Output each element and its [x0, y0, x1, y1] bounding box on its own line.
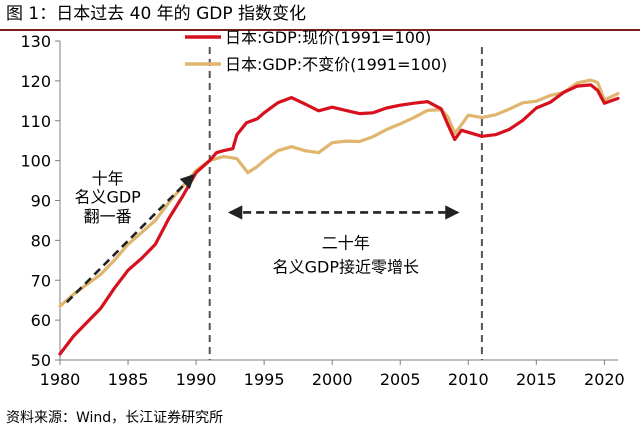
annotation-text: 二十年 [322, 233, 370, 252]
x-tick-label: 1990 [176, 370, 217, 389]
x-tick-label: 1980 [40, 370, 81, 389]
y-tick-label: 90 [31, 192, 51, 211]
legend-label: 日本:GDP:不变价(1991=100) [225, 55, 447, 74]
x-tick-label: 2010 [448, 370, 489, 389]
legend-label: 日本:GDP:现价(1991=100) [225, 28, 431, 47]
x-tick-label: 2005 [380, 370, 421, 389]
figure-title: 图 1：日本过去 40 年的 GDP 指数变化 [6, 4, 306, 24]
series-line [58, 83, 620, 356]
annotation-text: 翻一番 [84, 207, 132, 226]
x-tick-label: 2000 [312, 370, 353, 389]
x-tick-label: 2020 [584, 370, 625, 389]
y-tick-label: 110 [20, 112, 51, 131]
series-line [58, 78, 620, 308]
annotation-text: 名义GDP [74, 187, 141, 206]
y-tick-label: 70 [31, 271, 51, 290]
y-tick-label: 60 [31, 311, 51, 330]
y-tick-label: 120 [20, 72, 51, 91]
title-rule [0, 29, 640, 31]
annotation-arrow [65, 173, 195, 304]
source-note: 资料来源：Wind，长江证券研究所 [6, 410, 224, 426]
y-tick-label: 100 [20, 152, 51, 171]
x-tick-label: 2015 [516, 370, 557, 389]
annotation-text: 名义GDP接近零增长 [273, 257, 419, 276]
x-tick-label: 1995 [244, 370, 285, 389]
y-tick-label: 50 [31, 351, 51, 370]
annotation-text: 十年 [92, 169, 124, 188]
gdp-index-chart: 50 60 70 80 90 100 110 120 130 1980 1985 1990 1995 20… [20, 28, 625, 389]
x-tick-label: 1985 [108, 370, 149, 389]
y-tick-label: 80 [31, 231, 51, 250]
y-tick-label: 130 [20, 32, 51, 51]
